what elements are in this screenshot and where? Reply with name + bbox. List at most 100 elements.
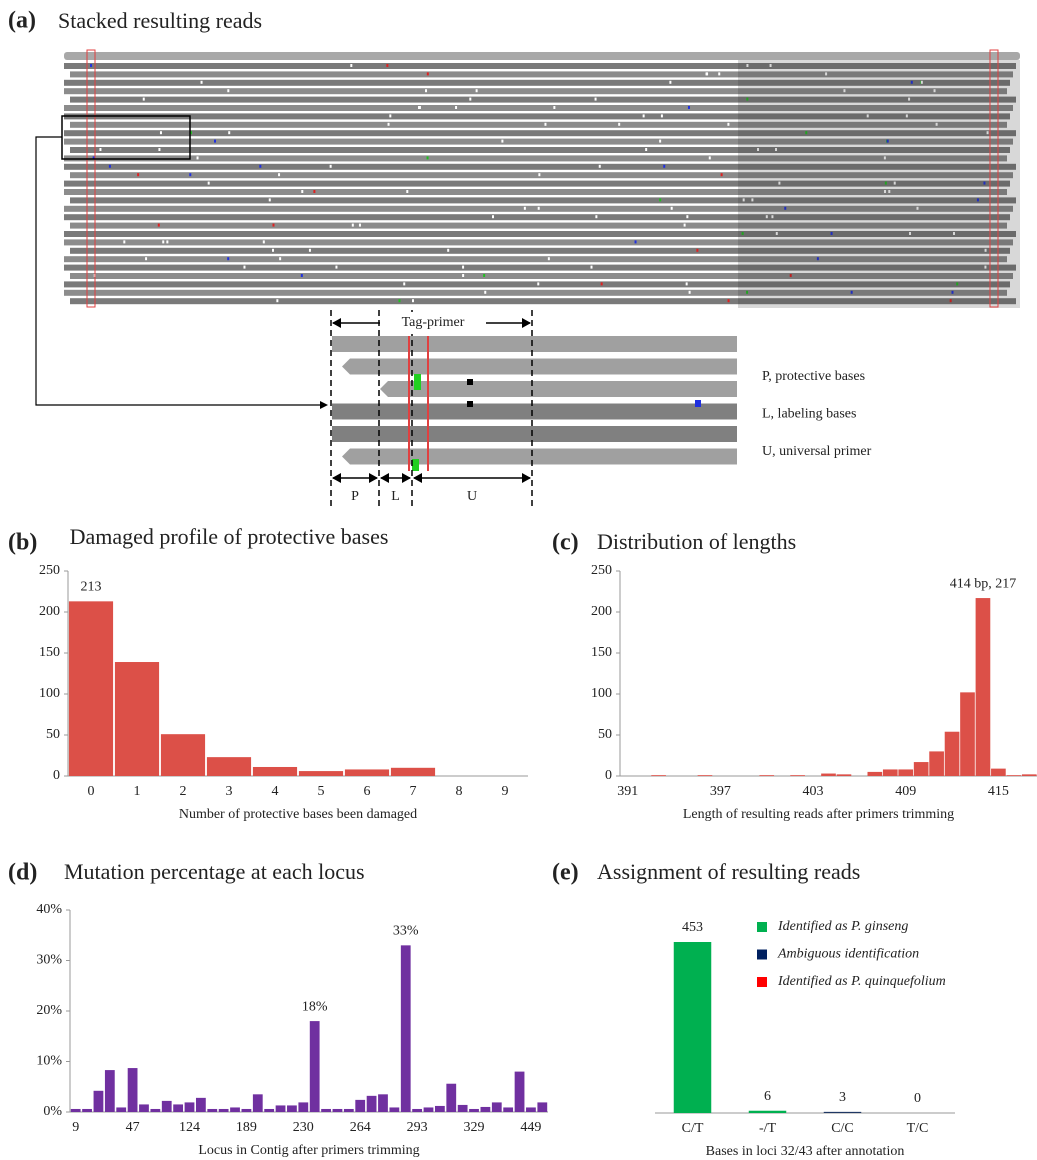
bar (837, 774, 852, 776)
bar (790, 775, 805, 776)
x-tick-label: C/T (682, 1121, 704, 1136)
bar (945, 732, 960, 776)
bar (69, 601, 113, 776)
mismatch (590, 266, 592, 269)
x-tick-label: 6 (364, 784, 371, 799)
bar (207, 757, 251, 776)
mismatch (227, 257, 229, 260)
bar (161, 734, 205, 776)
bar (651, 775, 666, 776)
arrow-head (402, 473, 411, 483)
x-tick-label: 230 (293, 1120, 314, 1135)
y-tick-label: 150 (591, 645, 612, 660)
mismatch (201, 81, 203, 84)
bar (492, 1102, 502, 1112)
x-tick-label: 264 (350, 1120, 371, 1135)
x-tick-label: C/C (831, 1121, 854, 1136)
bar (299, 771, 343, 776)
bar (698, 775, 713, 776)
bar (207, 1109, 217, 1112)
mismatch (659, 140, 661, 143)
mismatch (386, 64, 388, 67)
bar (898, 769, 913, 776)
bar (674, 942, 712, 1113)
mismatch (403, 282, 405, 285)
y-tick-label: 20% (36, 1003, 62, 1018)
y-tick-label: 40% (36, 902, 62, 917)
mismatch (643, 114, 645, 117)
y-tick-label: 250 (39, 563, 60, 578)
bar (991, 769, 1006, 776)
mismatch (90, 64, 92, 67)
mismatch (501, 140, 503, 143)
y-tick-label: 200 (39, 604, 60, 619)
x-tick-label: 403 (803, 784, 824, 799)
bar (287, 1105, 297, 1112)
y-tick-label: 0% (43, 1104, 62, 1119)
y-tick-label: 200 (591, 604, 612, 619)
bar (71, 1109, 81, 1112)
data-label: 213 (81, 580, 102, 595)
mismatch (595, 98, 597, 101)
x-tick-label: 409 (895, 784, 916, 799)
mismatch (412, 299, 414, 302)
mismatch (228, 131, 230, 134)
mismatch (189, 173, 191, 176)
mismatch (412, 459, 419, 471)
x-tick-label: 9 (502, 784, 509, 799)
bar (128, 1068, 138, 1112)
mismatch (706, 72, 708, 75)
mismatch (259, 165, 261, 168)
bar (469, 1109, 479, 1112)
bar (401, 945, 411, 1112)
zoom-read (342, 449, 737, 465)
arrow-head (380, 473, 389, 483)
bar (867, 772, 882, 776)
data-label: 18% (302, 999, 328, 1014)
mismatch (279, 257, 281, 260)
mismatch (538, 173, 540, 176)
y-tick-label: 0 (605, 768, 612, 783)
mismatch (143, 98, 145, 101)
zoom-read (332, 426, 737, 442)
mismatch (278, 173, 280, 176)
panel-label: (b) (8, 530, 37, 556)
mismatch (214, 140, 216, 143)
mismatch (684, 224, 686, 227)
bar (355, 1100, 365, 1112)
zoom-read (380, 381, 737, 397)
bar (230, 1107, 240, 1112)
bar (914, 762, 929, 776)
mismatch (197, 156, 199, 159)
mismatch (537, 282, 539, 285)
figure: (a) Stacked resulting reads Tag-primerPL… (0, 0, 1037, 1160)
mismatch (659, 198, 661, 201)
y-tick-label: 250 (591, 563, 612, 578)
legend-entry: P, protective bases (762, 369, 865, 384)
mismatch (137, 173, 139, 176)
mismatch (484, 291, 486, 294)
x-tick-label: 4 (272, 784, 279, 799)
bar (82, 1109, 92, 1112)
data-label: 0 (914, 1091, 921, 1106)
mismatch (272, 224, 274, 227)
bar (929, 751, 944, 776)
bar (976, 598, 991, 776)
panel-title: Stacked resulting reads (58, 8, 262, 33)
y-tick-label: 10% (36, 1054, 62, 1069)
bar (526, 1107, 536, 1112)
x-tick-label: 5 (318, 784, 325, 799)
bar (389, 1107, 399, 1112)
segment-label: P (351, 489, 359, 504)
mismatch (301, 274, 303, 277)
mismatch (145, 257, 147, 260)
arrow-head (332, 318, 341, 328)
panel-label: (a) (8, 8, 36, 34)
mismatch (398, 299, 400, 302)
bar (821, 774, 836, 776)
mismatch (425, 89, 427, 92)
mismatch (524, 207, 526, 210)
x-tick-label: 293 (407, 1120, 428, 1135)
mismatch (695, 400, 701, 407)
